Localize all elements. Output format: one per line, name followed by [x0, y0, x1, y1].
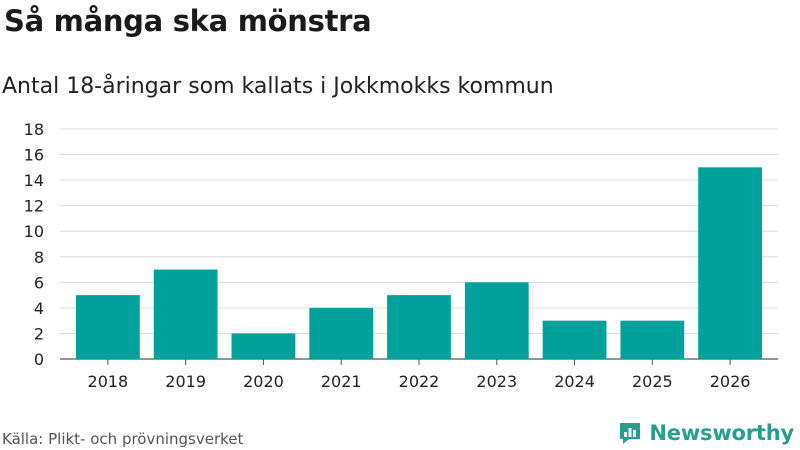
y-tick-labels: 0 2 4 6 8 10 12 14 16 18	[24, 120, 44, 369]
y-tick-label: 10	[24, 222, 44, 241]
x-tick-labels: 2018 2019 2020 2021 2022 2023 2024 2025 2026	[88, 359, 751, 391]
bar-2019	[153, 269, 218, 359]
x-tick-label: 2025	[632, 372, 673, 391]
source-note: Källa: Plikt- och prövningsverket	[2, 430, 244, 448]
newsworthy-logo-icon	[620, 423, 641, 444]
bar-2024	[542, 320, 607, 359]
brand-logo: Newsworthy	[617, 420, 794, 446]
x-tick-label: 2022	[399, 372, 440, 391]
y-tick-label: 4	[34, 299, 44, 318]
bar-2022	[387, 295, 451, 359]
bar-2021	[309, 307, 374, 359]
x-tick-label: 2021	[321, 372, 362, 391]
y-tick-label: 12	[24, 197, 44, 216]
x-tick-label: 2018	[88, 372, 129, 391]
y-tick-label: 2	[34, 324, 44, 343]
bar-2020	[231, 333, 296, 359]
brand-name: Newsworthy	[649, 421, 794, 445]
bar-2018	[76, 295, 140, 359]
y-tick-label: 8	[34, 248, 44, 267]
x-tick-label: 2026	[710, 372, 751, 391]
bars	[76, 167, 762, 359]
y-tick-label: 16	[24, 146, 44, 165]
x-tick-label: 2023	[476, 372, 517, 391]
chart-title: Så många ska mönstra	[4, 4, 372, 38]
chart-subtitle: Antal 18-åringar som kallats i Jokkmokks…	[2, 74, 554, 99]
x-tick-label: 2019	[165, 372, 206, 391]
bar-2026	[698, 167, 762, 359]
bar-2025	[620, 320, 685, 359]
bar-2023	[464, 282, 529, 359]
y-tick-label: 0	[34, 350, 44, 369]
x-tick-label: 2020	[243, 372, 284, 391]
bar-chart: 0 2 4 6 8 10 12 14 16 18 2018 2019 2020 2021 2022 2023…	[24, 120, 778, 391]
y-tick-label: 18	[24, 120, 44, 139]
y-tick-label: 14	[24, 171, 44, 190]
y-tick-label: 6	[34, 273, 44, 292]
x-tick-label: 2024	[554, 372, 595, 391]
